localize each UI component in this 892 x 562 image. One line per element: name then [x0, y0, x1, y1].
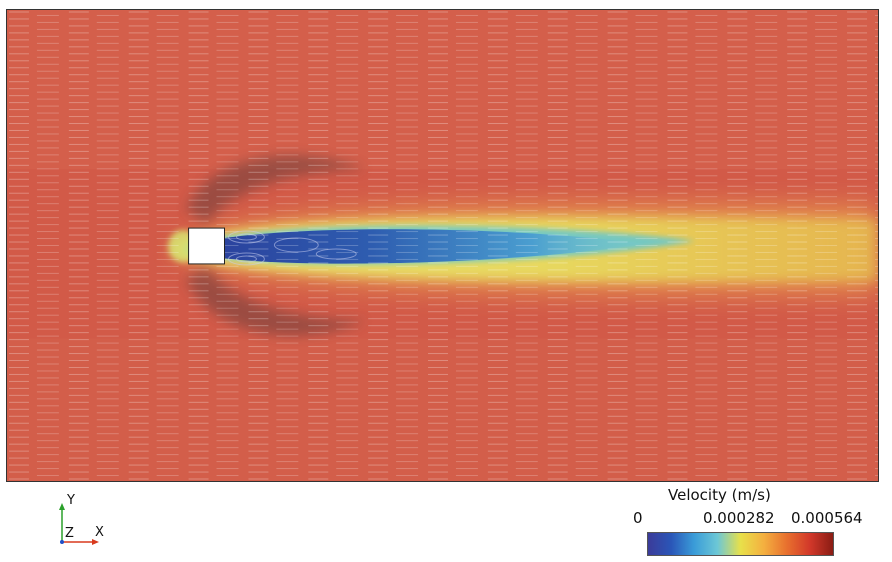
y-axis-label: Y [66, 493, 75, 508]
colorbar-tick-max: 0.000564 [791, 509, 863, 527]
flow-visualization-viewport[interactable] [6, 9, 879, 482]
colorbar-gradient [647, 532, 834, 556]
square-obstacle [188, 227, 225, 265]
x-axis-arrow [92, 539, 99, 545]
z-axis-label: Z [65, 526, 74, 541]
y-axis-arrow [59, 503, 65, 510]
x-axis-label: X [95, 525, 104, 540]
colorbar-tick-mid: 0.000282 [703, 509, 775, 527]
z-axis-dot [60, 540, 64, 544]
streamline-texture [7, 10, 878, 481]
orientation-axes: Y Z X [40, 490, 120, 555]
colorbar-tick-min: 0 [633, 509, 643, 527]
flow-field-svg [7, 10, 878, 481]
colorbar-title: Velocity (m/s) [668, 486, 771, 504]
